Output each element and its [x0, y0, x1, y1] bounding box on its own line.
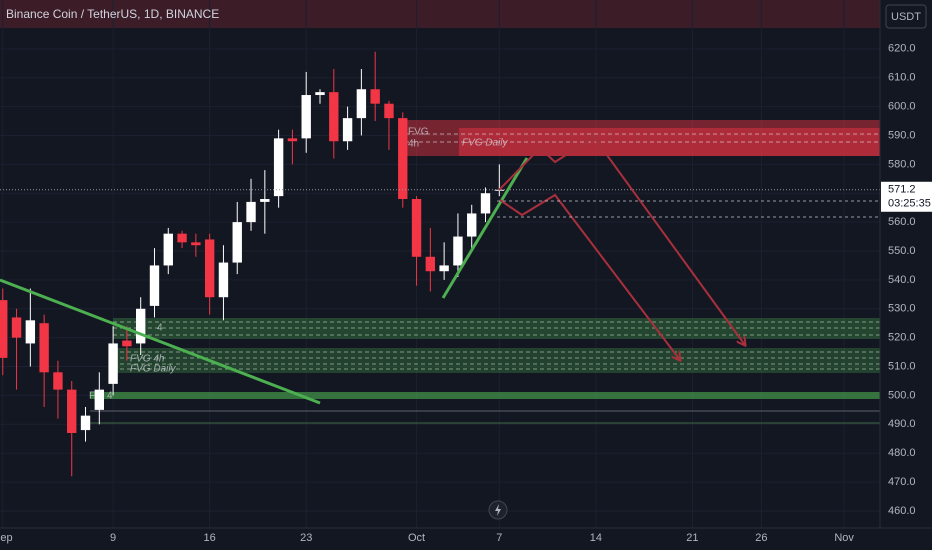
- y-tick-label: 480.0: [888, 447, 916, 459]
- chart-title: Binance Coin / TetherUS, 1D, BINANCE: [6, 7, 219, 21]
- candle-body: [122, 340, 132, 347]
- candle-body: [384, 103, 394, 119]
- currency: USDT: [891, 11, 921, 23]
- annotation: FVG 4h: [130, 354, 165, 365]
- y-tick-label: 460.0: [888, 505, 916, 517]
- trendline: [441, 157, 529, 299]
- alert-icon-bolt: [495, 504, 501, 516]
- y-tick-label: 520.0: [888, 332, 916, 344]
- candle-body: [94, 389, 104, 410]
- candle-body: [398, 118, 408, 200]
- candle-body: [315, 92, 325, 96]
- y-tick-label: 590.0: [888, 129, 916, 141]
- candle-body: [25, 320, 36, 344]
- candle-body: [163, 233, 173, 266]
- annotation: FVG Daily: [130, 364, 177, 375]
- grid: [0, 0, 880, 528]
- candle-body: [108, 343, 118, 384]
- fvg-zone-green: [113, 318, 880, 339]
- candle-body: [204, 239, 215, 298]
- candle-body: [149, 265, 160, 306]
- candles: [0, 51, 880, 477]
- x-tick-label: 14: [590, 532, 602, 544]
- candle-body: [80, 415, 91, 431]
- candle-body: [53, 372, 63, 390]
- x-tick-label: Nov: [834, 532, 854, 544]
- candle-body: [39, 323, 49, 373]
- x-tick-label: 7: [496, 532, 502, 544]
- candle-body: [453, 236, 463, 266]
- candle-body: [191, 242, 201, 246]
- candle-body: [67, 389, 77, 433]
- y-tick-label: 580.0: [888, 158, 916, 170]
- annotation: 4h: [408, 139, 419, 150]
- candle-body: [342, 118, 353, 142]
- candle-body: [411, 199, 422, 257]
- y-tick-label: 620.0: [888, 43, 916, 55]
- trendline: [0, 278, 321, 405]
- last-price-box: [881, 181, 932, 212]
- y-tick-label: 470.0: [888, 476, 916, 488]
- fvg-zone-red-inner: [459, 128, 880, 156]
- annotation: 4: [157, 323, 163, 334]
- candle-body: [287, 138, 298, 142]
- currency-box: [885, 4, 927, 29]
- candle-body: [370, 89, 380, 104]
- candle-body: [260, 199, 270, 202]
- candle-body: [273, 138, 284, 197]
- candle-body: [329, 92, 339, 142]
- candle-body: [0, 300, 8, 358]
- last-price-label: 571.2: [888, 184, 916, 196]
- y-tick-label: 560.0: [888, 216, 916, 228]
- level-band: [90, 392, 880, 399]
- y-tick-label: 530.0: [888, 303, 916, 315]
- y-tick-label: 550.0: [888, 245, 916, 257]
- zone-lines: [113, 321, 880, 370]
- candle-body: [232, 222, 242, 263]
- annotation: 4: [107, 391, 113, 402]
- candle-body: [11, 317, 22, 338]
- header-band: [0, 0, 880, 28]
- x-tick-label: 9: [110, 532, 116, 544]
- annotation: F: [89, 391, 95, 402]
- y-tick-label: 610.0: [888, 72, 916, 84]
- axis-labels: 460.0 470.0 480.0 490.0 500.0 510.0 520.0 530.0…: [0, 43, 932, 544]
- candle-body: [301, 95, 311, 139]
- candle-body: [425, 256, 436, 272]
- y-tick-label: 510.0: [888, 360, 916, 372]
- candle-body: [136, 308, 146, 344]
- candle-body: [177, 233, 187, 243]
- candle-body: [246, 201, 256, 223]
- candle-body: [467, 213, 477, 237]
- annotation: FVG Daily: [462, 138, 509, 149]
- x-tick-label: 23: [300, 532, 312, 544]
- projection-arrows: [498, 136, 745, 360]
- x-tick-label: Oct: [408, 532, 425, 544]
- candle-body: [356, 89, 367, 119]
- x-tick-label: 21: [686, 532, 698, 544]
- fvg-zone-red: [405, 120, 880, 156]
- candle-body: [439, 265, 449, 272]
- candle-body: [218, 262, 229, 298]
- countdown: 03:25:35: [888, 198, 931, 210]
- y-tick-label: 490.0: [888, 418, 916, 430]
- y-tick-label: 600.0: [888, 100, 916, 112]
- annotation: FVG: [408, 127, 429, 138]
- y-tick-label: 500.0: [888, 389, 916, 401]
- x-tick-label: Sep: [0, 532, 13, 544]
- y-tick-label: 540.0: [888, 274, 916, 286]
- candle-body: [480, 193, 491, 214]
- x-tick-label: 26: [755, 532, 767, 544]
- x-tick-label: 16: [204, 532, 216, 544]
